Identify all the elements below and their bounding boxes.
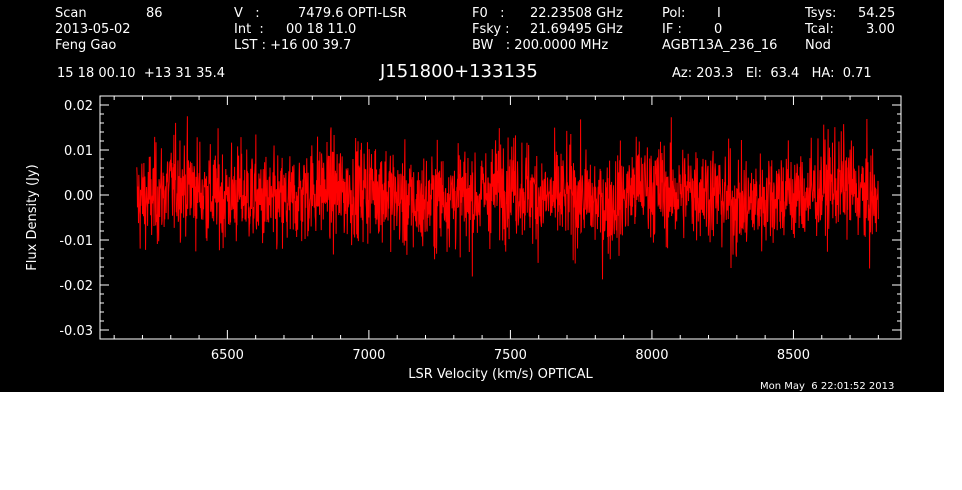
source-coordinates: 15 18 00.10 +13 31 35.4 bbox=[57, 66, 226, 81]
plot-frame bbox=[99, 95, 902, 340]
tsys-label: Tsys: bbox=[805, 6, 837, 21]
pol-value: I bbox=[717, 6, 721, 21]
x-tick-label: 6500 bbox=[211, 348, 244, 363]
x-tick-label: 8500 bbox=[777, 348, 810, 363]
tcal-label: Tcal: bbox=[805, 22, 834, 37]
if-value: 0 bbox=[714, 22, 723, 37]
bw-value: BW : 200.0000 MHz bbox=[472, 38, 609, 53]
pol-label: Pol: bbox=[662, 6, 686, 21]
tcal-value: 3.00 bbox=[866, 22, 895, 37]
plot-timestamp: Mon May 6 22:01:52 2013 bbox=[760, 381, 895, 392]
v-label: V : bbox=[234, 6, 260, 21]
y-axis-ticks: -0.03 -0.02 -0.01 0.00 0.01 0.02 bbox=[59, 99, 901, 339]
int-label: Int : bbox=[234, 22, 264, 37]
x-axis-ticks: 6500 7000 7500 8000 8500 bbox=[113, 96, 879, 363]
spectrum-trace bbox=[136, 116, 879, 280]
obs-mode: Nod bbox=[805, 38, 831, 53]
fsky-value: 21.69495 GHz bbox=[530, 22, 623, 37]
observation-date: 2013-05-02 bbox=[55, 22, 131, 37]
if-label: IF : bbox=[662, 22, 682, 37]
fsky-label: Fsky : bbox=[472, 22, 510, 37]
y-tick-label: -0.03 bbox=[59, 324, 93, 339]
tsys-value: 54.25 bbox=[858, 6, 896, 21]
f0-value: 22.23508 GHz bbox=[530, 6, 623, 21]
int-value: 00 18 11.0 bbox=[286, 22, 357, 37]
scan-label: Scan bbox=[55, 6, 87, 21]
x-tick-label: 7500 bbox=[494, 348, 527, 363]
x-axis-label: LSR Velocity (km/s) OPTICAL bbox=[408, 367, 593, 382]
scan-value: 86 bbox=[146, 6, 163, 21]
lst-value: LST : +16 00 39.7 bbox=[234, 38, 352, 53]
observer-name: Feng Gao bbox=[55, 38, 117, 53]
y-tick-label: -0.02 bbox=[59, 279, 93, 294]
y-tick-label: 0.02 bbox=[64, 99, 93, 114]
x-tick-label: 8000 bbox=[635, 348, 668, 363]
f0-label: F0 : bbox=[472, 6, 505, 21]
y-tick-label: 0.00 bbox=[64, 189, 93, 204]
y-tick-label: -0.01 bbox=[59, 234, 93, 249]
v-value: 7479.6 OPTI-LSR bbox=[298, 6, 407, 21]
project-id: AGBT13A_236_16 bbox=[662, 38, 778, 53]
pointing-info: Az: 203.3 El: 63.4 HA: 0.71 bbox=[672, 66, 872, 81]
x-tick-label: 7000 bbox=[352, 348, 385, 363]
source-name: J151800+133135 bbox=[380, 61, 538, 82]
plot-panel: Scan 86 V : 7479.6 OPTI-LSR F0 : 22.2350… bbox=[0, 0, 944, 392]
spectrum-chart: -0.03 -0.02 -0.01 0.00 0.01 0.02 6500 7000 7500… bbox=[25, 95, 902, 382]
y-axis-label: Flux Density (Jy) bbox=[25, 164, 40, 270]
y-tick-label: 0.01 bbox=[64, 144, 93, 159]
